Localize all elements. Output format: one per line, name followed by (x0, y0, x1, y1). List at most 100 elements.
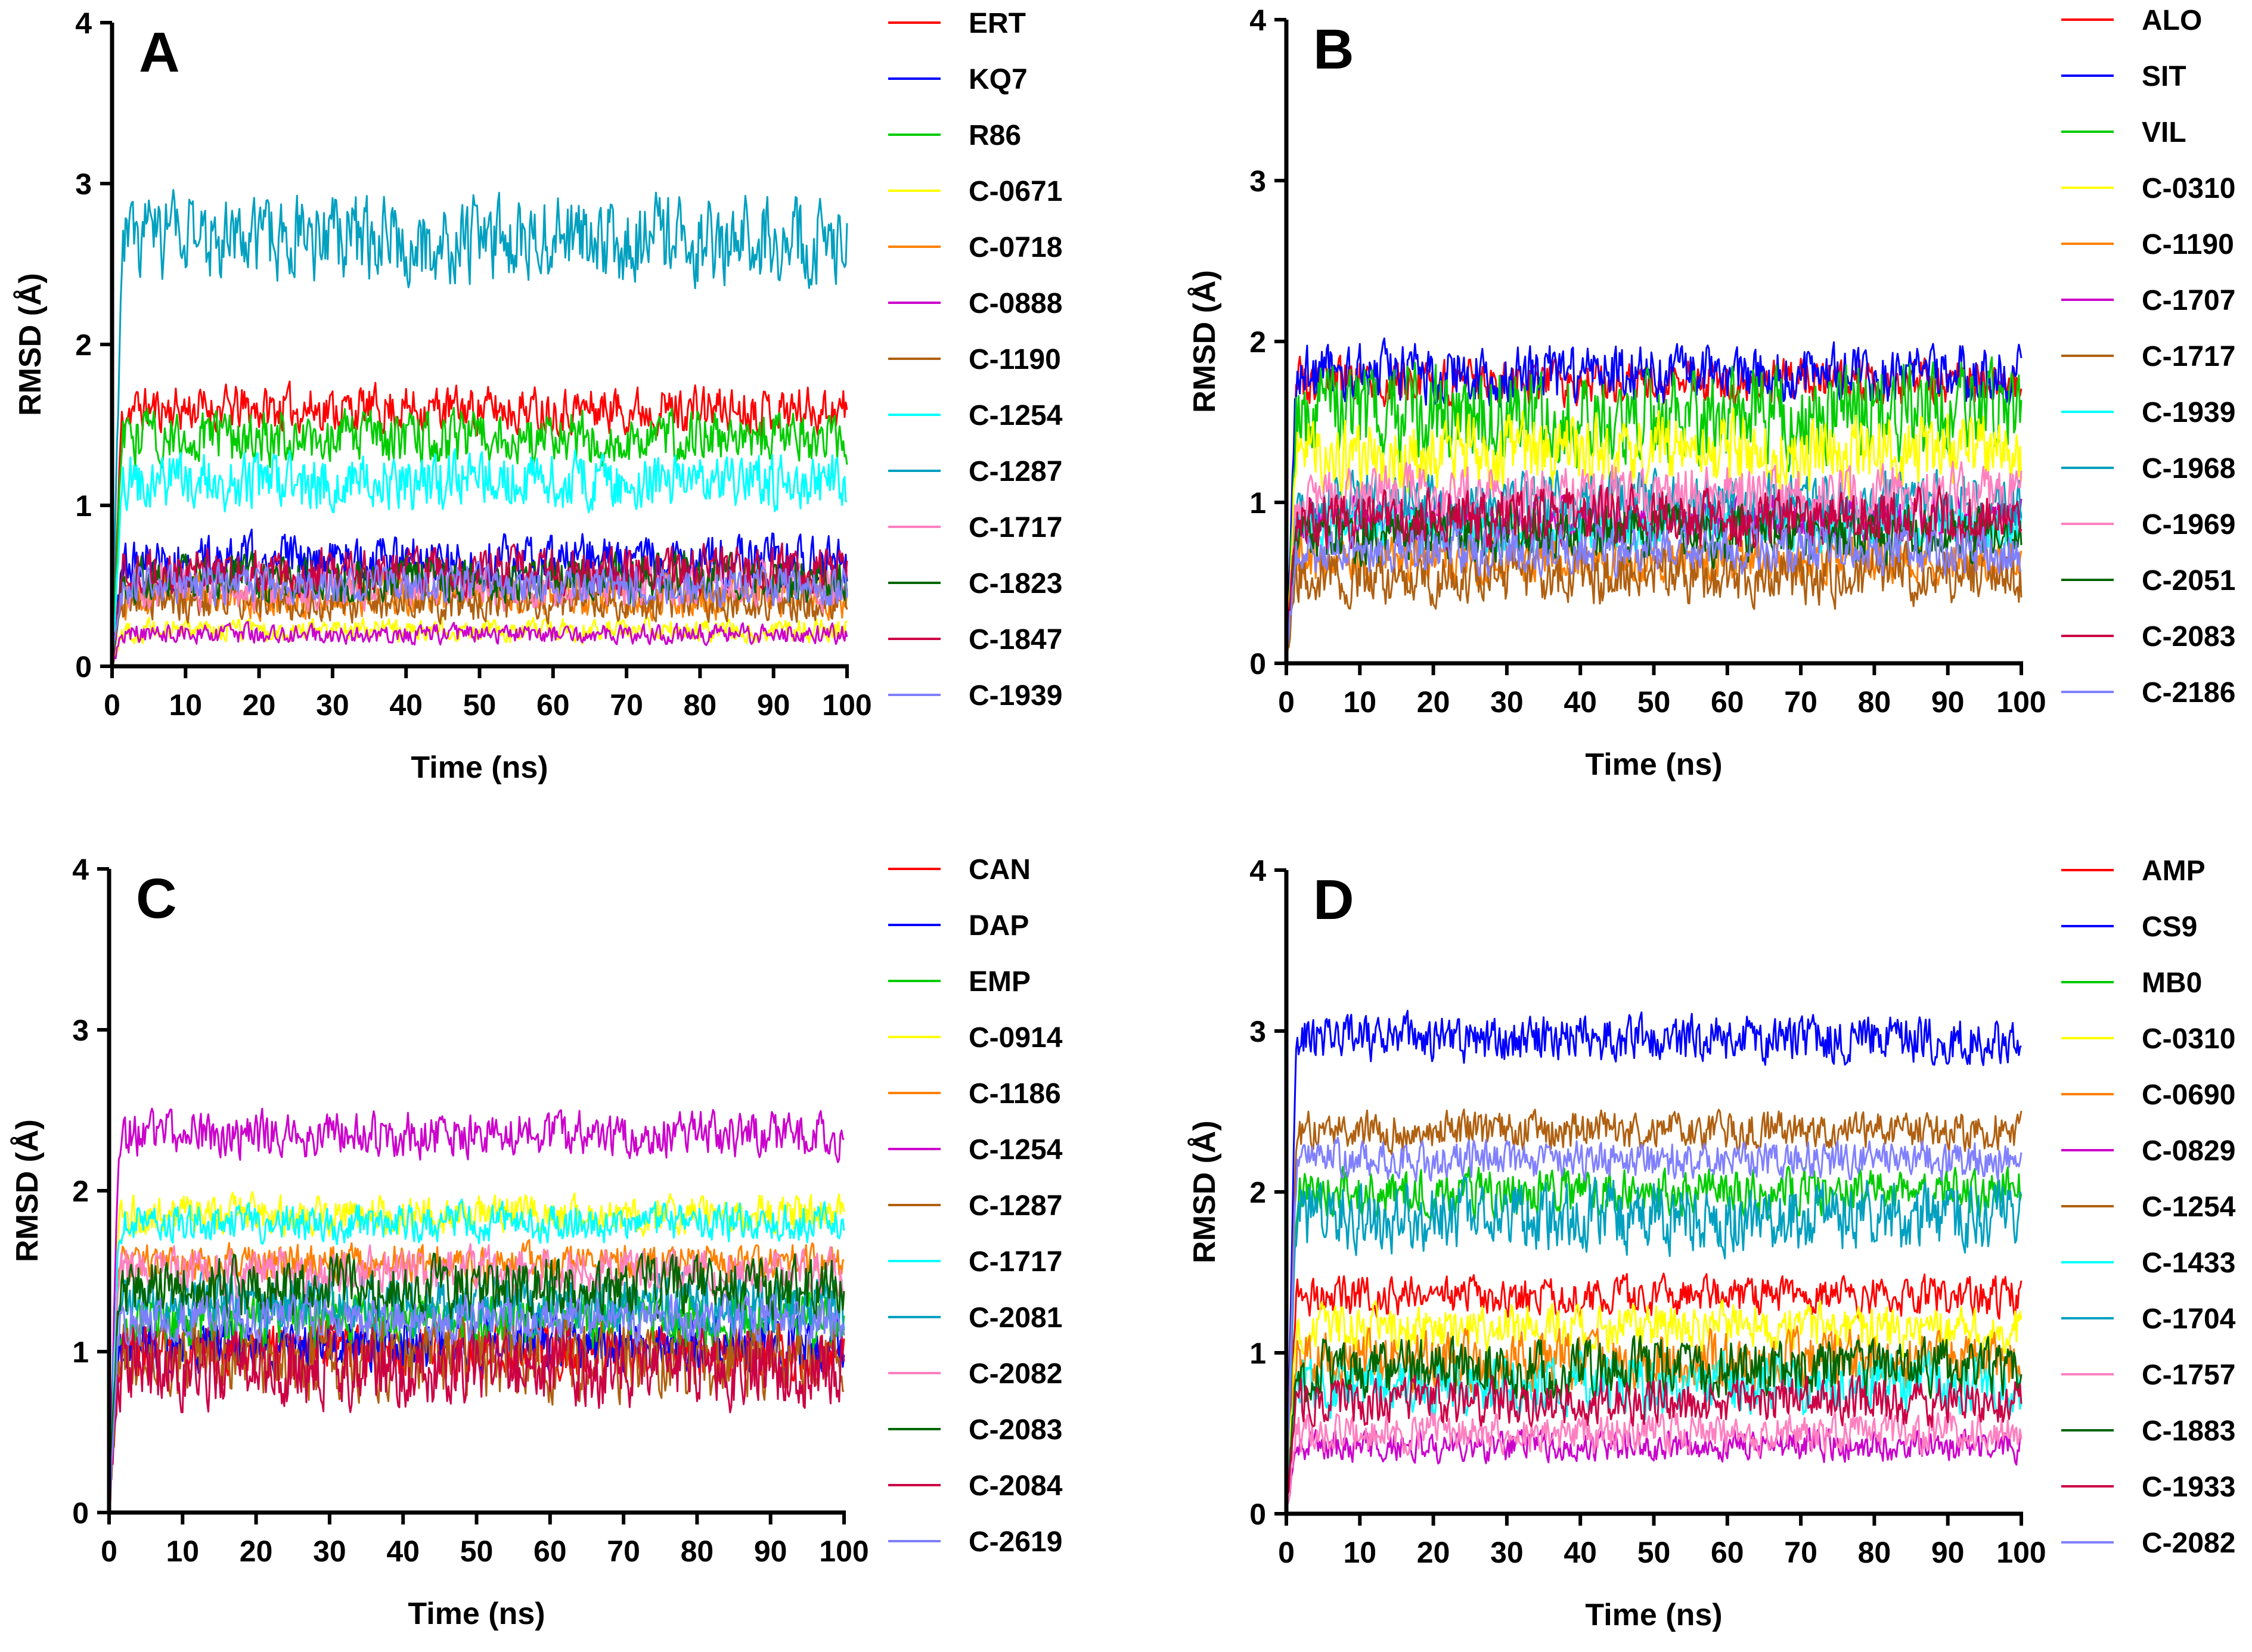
x-tick-label: 30 (1490, 1536, 1524, 1569)
x-tick-label: 50 (1637, 1536, 1671, 1569)
legend-item: C-1717 (2061, 341, 2235, 372)
x-tick-label: 30 (1490, 685, 1524, 719)
legend-label: C-1433 (2142, 1247, 2235, 1279)
x-tick-label: 90 (1931, 1536, 1965, 1569)
legend-label: AMP (2142, 855, 2206, 887)
series-line-c-2186 (1285, 521, 2022, 664)
legend-item: C-0888 (888, 288, 1062, 319)
legend: ALO SIT VIL C-0310 C-1190 C-1707 C-1717 C-1939 C… (2061, 5, 2235, 709)
legend-label: C-0310 (2142, 173, 2235, 204)
x-tick-label: 30 (316, 688, 349, 722)
legend-label: C-1254 (969, 1134, 1063, 1166)
x-tick-label: 20 (240, 1535, 273, 1568)
y-tick-label: 3 (1249, 1015, 1266, 1048)
x-tick-label: 80 (1858, 1536, 1891, 1569)
series-line-c-1717 (1285, 539, 2023, 664)
legend-item: C-2082 (888, 1358, 1062, 1390)
legend-label: C-1707 (2142, 285, 2235, 316)
x-tick-label: 70 (610, 688, 643, 722)
x-tick-label: 80 (681, 1535, 714, 1568)
legend-label: C-1186 (969, 1078, 1061, 1110)
legend-label: C-1717 (2142, 341, 2235, 372)
y-tick-label: 3 (75, 167, 92, 201)
legend-label: C-1939 (2142, 397, 2235, 428)
x-tick-label: 60 (1711, 1536, 1744, 1569)
legend-label: C-1287 (969, 1190, 1062, 1222)
series-line-c-1933 (1285, 1373, 2023, 1514)
y-tick-label: 4 (75, 7, 92, 40)
x-tick-label: 90 (757, 688, 790, 722)
series-line-vil (1285, 356, 2023, 664)
legend-item: C-1847 (888, 624, 1062, 656)
legend-label: C-2082 (2142, 1527, 2235, 1559)
x-tick-label: 100 (1996, 685, 2046, 719)
y-tick-label: 4 (72, 853, 89, 886)
x-tick-label: 0 (1278, 1536, 1295, 1569)
series-line-c-1287 (111, 189, 848, 667)
legend-item: C-2081 (888, 1302, 1062, 1334)
x-tick-label: 70 (607, 1535, 640, 1568)
series-line-cs9 (1285, 1010, 2023, 1514)
x-tick-label: 70 (1784, 1536, 1817, 1569)
legend-label: C-1717 (969, 1246, 1062, 1278)
legend-label: C-0829 (2142, 1135, 2235, 1167)
legend-label: C-1823 (969, 568, 1062, 600)
y-tick-label: 0 (1249, 647, 1266, 681)
legend-item: C-1287 (888, 1190, 1062, 1222)
legend-label: C-1968 (2142, 453, 2235, 485)
panel-label: A (139, 21, 180, 84)
legend-label: CAN (969, 854, 1031, 886)
legend-item: C-2083 (2061, 621, 2235, 653)
y-axis-title: RMSD (Å) (13, 273, 48, 416)
x-tick-label: 80 (684, 688, 717, 722)
legend-label: C-2084 (969, 1470, 1063, 1502)
legend-item: EMP (888, 966, 1031, 998)
x-tick-label: 30 (313, 1535, 346, 1568)
x-tick-label: 40 (386, 1535, 420, 1568)
y-tick-label: 1 (1249, 1337, 1266, 1370)
series-line-c-2083 (108, 1252, 845, 1513)
x-tick-label: 10 (166, 1535, 199, 1568)
legend-item: R86 (888, 120, 1021, 151)
series-line-c-2084 (108, 1319, 845, 1513)
legend-item: C-1190 (888, 344, 1061, 375)
y-tick-label: 1 (75, 489, 92, 523)
y-tick-label: 2 (1249, 325, 1266, 359)
legend-item: C-2082 (2061, 1527, 2235, 1559)
legend-item: C-0690 (2061, 1079, 2235, 1111)
legend-label: KQ7 (969, 64, 1028, 95)
series-line-c-0671 (111, 616, 848, 667)
legend-item: C-0914 (888, 1022, 1063, 1054)
y-axis-title: RMSD (Å) (1187, 1120, 1222, 1263)
legend-item: VIL (2061, 117, 2186, 148)
y-tick-label: 0 (75, 650, 92, 684)
x-tick-label: 0 (101, 1535, 117, 1568)
legend-label: ERT (969, 8, 1026, 39)
x-tick-label: 50 (463, 688, 497, 722)
legend-item: C-1939 (888, 680, 1062, 712)
x-tick-label: 100 (1996, 1536, 2046, 1569)
x-tick-label: 10 (1343, 1536, 1376, 1569)
series-line-r86 (111, 406, 848, 667)
legend-item: CS9 (2061, 911, 2197, 943)
legend-item: C-1757 (2061, 1359, 2235, 1391)
legend-label: C-2083 (2142, 621, 2235, 653)
legend-label: C-0718 (969, 232, 1062, 263)
series-line-c-1883 (1285, 1335, 2023, 1514)
legend-label: C-1717 (969, 512, 1062, 544)
legend: CAN DAP EMP C-0914 C-1186 C-1254 C-1287 C-1717 C… (888, 854, 1063, 1558)
legend-item: SIT (2061, 61, 2186, 92)
legend-item: C-1254 (888, 400, 1063, 431)
series-line-c-0914 (108, 1191, 845, 1513)
x-tick-label: 20 (1417, 1536, 1450, 1569)
legend-label: C-1287 (969, 456, 1062, 487)
x-tick-label: 100 (819, 1535, 868, 1568)
y-tick-label: 2 (1249, 1176, 1266, 1209)
y-tick-label: 1 (72, 1336, 89, 1369)
legend-item: C-1704 (2061, 1303, 2236, 1335)
series-line-ert (111, 380, 848, 667)
legend-label: C-1704 (2142, 1303, 2236, 1335)
legend-label: CS9 (2142, 911, 2197, 943)
